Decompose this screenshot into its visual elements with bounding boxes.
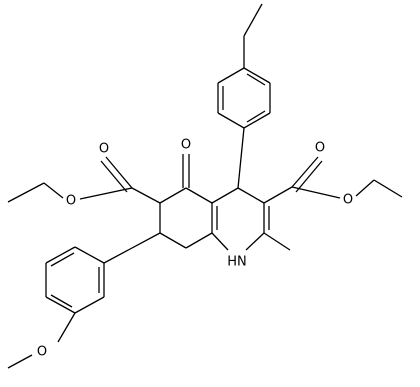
atom-label: O (99, 142, 109, 157)
atom-label: O (315, 141, 325, 156)
atom-labels: O O O O O O HN (37, 138, 353, 360)
atom-label: O (181, 138, 191, 153)
atom-label: O (66, 194, 76, 209)
bonds (7, 3, 403, 369)
atom-label: O (343, 193, 353, 208)
atom-label: HN (227, 255, 247, 270)
atom-label: O (37, 345, 47, 360)
